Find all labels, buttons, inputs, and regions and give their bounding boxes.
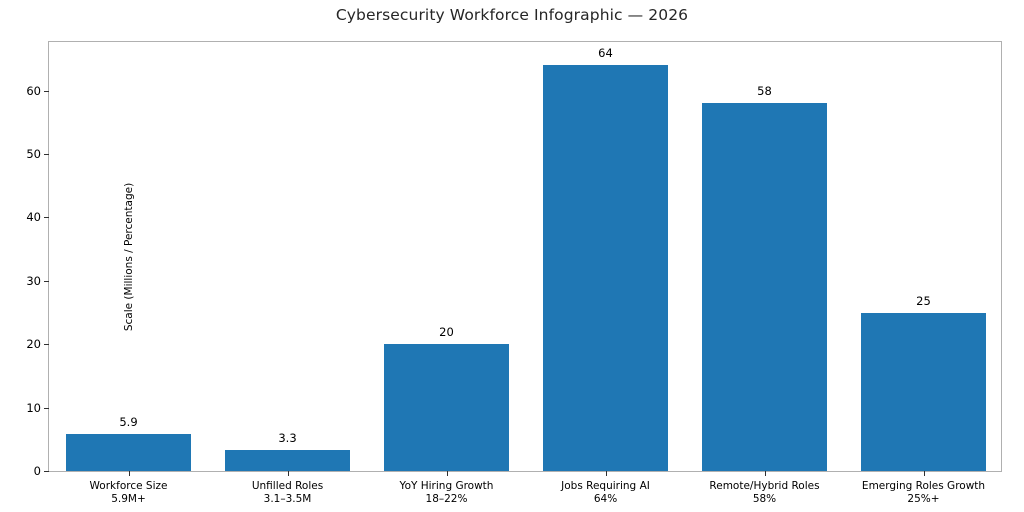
y-tick-label: 10 (26, 400, 41, 415)
x-tick-label-category: Jobs Requiring AI (561, 480, 650, 492)
y-tick-mark (44, 407, 49, 409)
x-tick-label-sublabel: 18–22% (425, 493, 468, 505)
bar-value-label: 20 (439, 325, 454, 340)
bar-value-label: 25 (916, 293, 931, 308)
x-tick-mark (446, 471, 448, 476)
bar-value-label: 64 (598, 46, 613, 61)
y-tick-mark (44, 344, 49, 346)
y-tick-label: 30 (26, 273, 41, 288)
x-tick-label: Workforce Size 5.9M+ (90, 480, 168, 506)
y-tick-mark (44, 471, 49, 472)
x-tick-label-sublabel: 3.1–3.5M (263, 493, 312, 505)
x-tick-label-sublabel: 58% (752, 493, 777, 505)
x-tick-label-sublabel: 25%+ (907, 493, 940, 505)
bar[interactable] (384, 344, 509, 471)
x-tick-mark (128, 471, 130, 476)
y-tick-label: 20 (26, 337, 41, 352)
x-tick-mark (923, 471, 925, 476)
x-tick-label: Unfilled Roles 3.1–3.5M (252, 480, 323, 506)
bar-value-label: 58 (757, 84, 772, 99)
bar[interactable] (861, 312, 986, 471)
bar-group[interactable]: 58 (702, 40, 827, 471)
x-tick-mark (287, 471, 289, 476)
bar-group[interactable]: 5.9 (66, 40, 191, 471)
x-tick-label-sublabel: 5.9M+ (111, 493, 146, 505)
y-tick-mark (44, 154, 49, 156)
plot-area: 5.9 Workforce Size 5.9M+ 3.3 Unfilled Roles 3… (49, 40, 1001, 505)
bar-group[interactable]: 25 (861, 40, 986, 471)
x-tick-label-category: Emerging Roles Growth (861, 480, 986, 492)
bar-group[interactable]: 3.3 (225, 40, 350, 471)
y-tick-mark (44, 217, 49, 219)
y-tick-label: 60 (26, 83, 41, 98)
bar[interactable] (66, 433, 191, 471)
x-tick-label-category: YoY Hiring Growth (399, 480, 494, 492)
x-tick-label-sublabel: 64% (593, 493, 618, 505)
x-tick-label: Jobs Requiring AI 64% (561, 480, 650, 506)
x-tick-label: YoY Hiring Growth 18–22% (400, 480, 494, 506)
x-tick-mark (764, 471, 766, 476)
bar-value-label: 3.3 (278, 431, 297, 446)
x-tick-mark (605, 471, 607, 476)
x-tick-label-category: Unfilled Roles (251, 480, 324, 492)
chart-axes: Scale (Millions / Percentage) 0 10 20 30 40 5… (26, 40, 1002, 505)
y-tick-label: 40 (26, 210, 41, 225)
bar-value-label: 5.9 (119, 414, 138, 429)
x-tick-label: Remote/Hybrid Roles 58% (709, 480, 819, 506)
y-tick-mark (44, 280, 49, 282)
x-tick-label: Emerging Roles Growth 25%+ (862, 480, 985, 506)
y-tick-mark (44, 90, 49, 92)
bar[interactable] (225, 450, 350, 471)
bar-group[interactable]: 20 (384, 40, 509, 471)
bar-group[interactable]: 64 (543, 40, 668, 471)
x-tick-label-category: Remote/Hybrid Roles (709, 480, 820, 492)
x-tick-label-category: Workforce Size (89, 480, 168, 492)
chart-title: Cybersecurity Workforce Infographic — 20… (335, 6, 689, 24)
bar[interactable] (543, 65, 668, 471)
y-tick-label: 0 (33, 464, 41, 478)
y-tick-label: 50 (26, 147, 41, 162)
bar[interactable] (702, 103, 827, 471)
